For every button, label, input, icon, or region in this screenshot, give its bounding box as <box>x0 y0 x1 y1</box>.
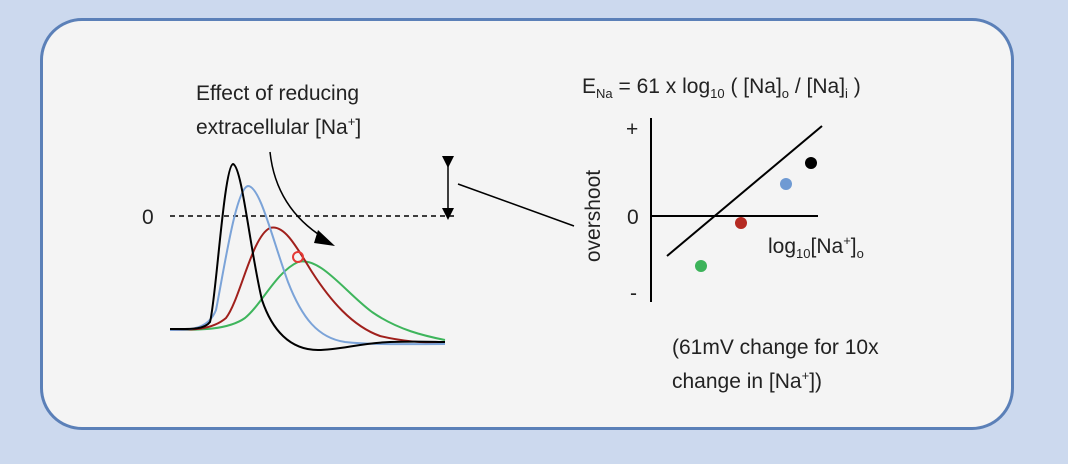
plot-zero-label: 0 <box>627 206 639 229</box>
eq-mid: = 61 x log <box>612 75 711 98</box>
plot-x-axis-label: log10[Na+]o <box>768 234 864 260</box>
eq-paren-close: ) <box>847 75 861 98</box>
annotation-line1: Effect of reducing <box>196 82 360 105</box>
caption-line2: change in [Na+]) <box>672 362 879 396</box>
point-red <box>735 217 747 229</box>
xlabel-bracket: ] <box>850 235 857 258</box>
caption-line2-text: change in [Na <box>672 370 802 393</box>
annotation-line2-sup: + <box>347 114 356 129</box>
eq-log-sub: 10 <box>710 86 725 102</box>
overshoot-axis-label: overshoot <box>582 169 605 263</box>
eq-e: E <box>582 75 597 98</box>
annotation-line2-end: ] <box>355 116 362 139</box>
point-blue <box>780 178 792 190</box>
xlabel-o: o <box>856 246 864 262</box>
nernst-equation: ENa = 61 x log10 ( [Na]o / [Na]i ) <box>582 76 861 100</box>
xlabel-sub: 10 <box>796 246 811 262</box>
annotation-line2-text: extracellular [Na <box>196 116 348 139</box>
figure-panel <box>40 18 1014 430</box>
eq-paren-open: ( [Na] <box>730 75 782 98</box>
trace-green <box>169 260 446 341</box>
caption: (61mV change for 10x change in [Na+]) <box>672 334 879 396</box>
caption-line2-sup: + <box>801 368 810 383</box>
xlabel-na: [Na <box>810 235 844 258</box>
xlabel-log: log <box>768 235 797 258</box>
ap-zero-label: 0 <box>142 206 154 229</box>
plot-minus-label: - <box>630 282 637 305</box>
connector-line <box>457 183 575 227</box>
eq-slash: / [Na] <box>789 75 846 98</box>
eq-e-sub: Na <box>596 86 613 102</box>
eq-i-sub: i <box>845 86 848 102</box>
annotation-arrow <box>269 151 325 239</box>
point-black <box>805 157 817 169</box>
caption-line1: (61mV change for 10x <box>672 336 879 359</box>
trace-blue <box>169 184 446 346</box>
annotation-arrowhead <box>314 230 335 246</box>
nernst-trend-line <box>666 125 823 257</box>
plot-plus-label: + <box>626 118 638 141</box>
trace-black <box>169 162 446 352</box>
peak-marker <box>292 251 304 263</box>
annotation-line2: extracellular [Na+] <box>196 108 361 142</box>
xlabel-sup: + <box>843 233 851 248</box>
reduction-annotation: Effect of reducing extracellular [Na+] <box>196 80 361 142</box>
trace-red <box>169 226 446 344</box>
point-green <box>695 260 707 272</box>
caption-line2-end: ]) <box>809 370 823 393</box>
eq-o-sub: o <box>781 86 790 102</box>
